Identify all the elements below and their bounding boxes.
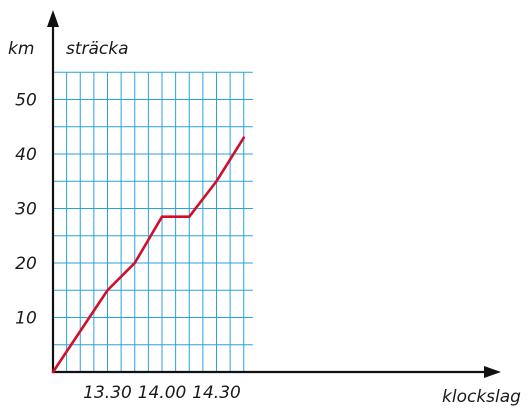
- y-tick-label: 10: [15, 309, 37, 329]
- y-tick-label: 20: [15, 254, 37, 274]
- grid: [52, 71, 253, 373]
- x-axis-title: klockslag: [442, 387, 521, 407]
- y-axis-arrow: [47, 10, 59, 27]
- x-axis-arrow: [484, 366, 501, 378]
- tick-labels: 10 20 30 40 50 13.30 14.00 14.30: [15, 91, 241, 404]
- x-tick-label: 14.00: [138, 383, 187, 403]
- series-layer: [51, 136, 246, 374]
- y-axis-title: sträcka: [66, 39, 129, 59]
- y-unit-label: km: [8, 39, 34, 59]
- y-tick-label: 40: [15, 145, 37, 165]
- x-tick-label: 13.30: [83, 383, 132, 403]
- axes: [47, 10, 501, 378]
- y-tick-label: 30: [15, 200, 37, 220]
- x-tick-label: 14.30: [192, 383, 241, 403]
- y-tick-label: 50: [15, 91, 37, 111]
